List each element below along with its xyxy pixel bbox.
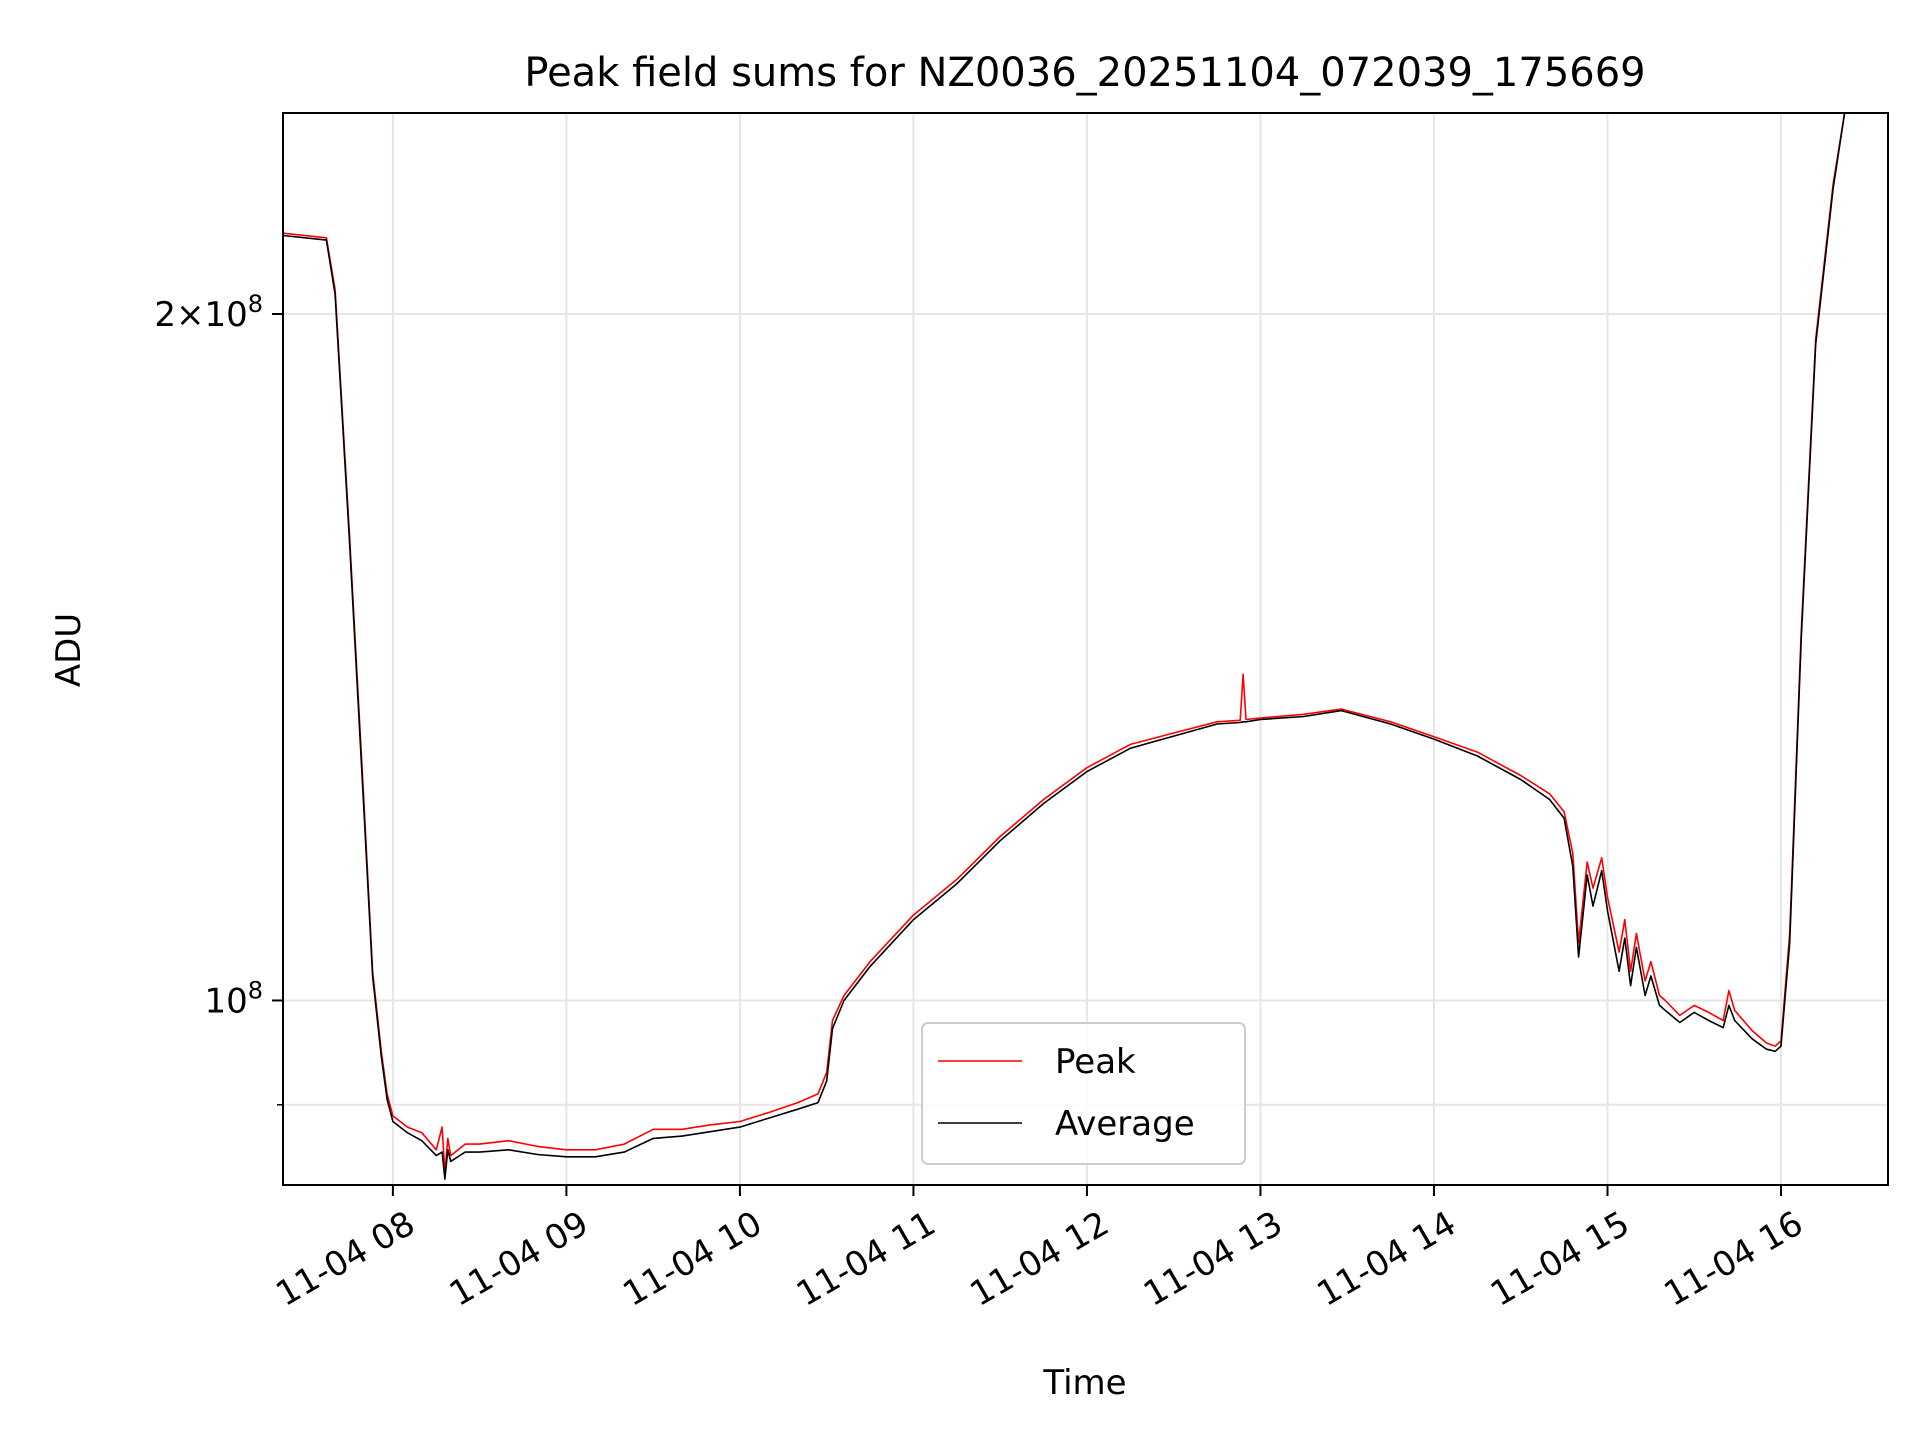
legend-box [921, 1022, 1246, 1165]
y-axis: 108 2×108 [154, 290, 283, 1106]
series-layer [283, 113, 1854, 1180]
chart-title: Peak field sums for NZ0036_20251104_0720… [524, 50, 1645, 96]
legend: Peak Average [921, 1022, 1246, 1165]
x-axis-label: Time [1042, 1363, 1126, 1403]
series-line-peak [283, 113, 1854, 1174]
series-line-average [283, 113, 1854, 1180]
legend-label-peak: Peak [1055, 1042, 1136, 1082]
grid [283, 113, 1888, 1185]
legend-label-average: Average [1055, 1104, 1195, 1144]
plot-frame [282, 112, 1889, 1186]
y-tick-label: 108 [204, 976, 263, 1021]
y-tick-label: 2×108 [154, 290, 263, 335]
y-axis-label: ADU [49, 613, 89, 687]
